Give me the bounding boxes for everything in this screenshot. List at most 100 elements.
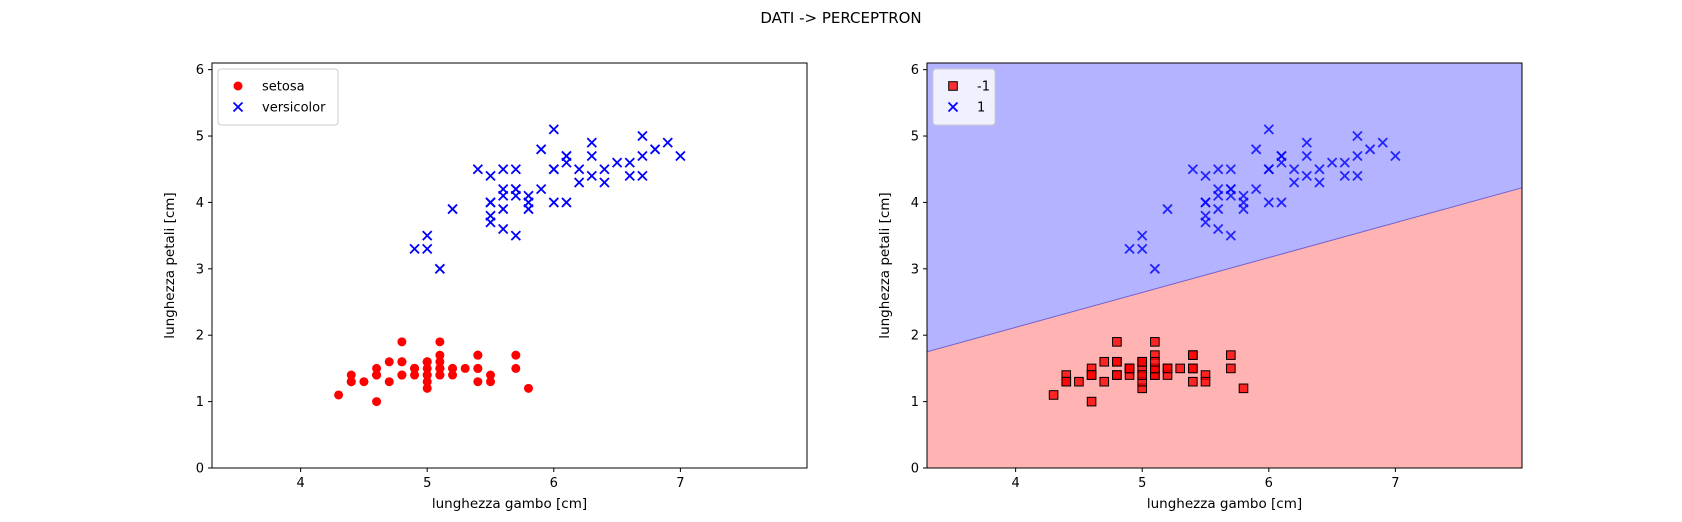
data-point (1226, 350, 1236, 360)
data-point (460, 363, 470, 373)
chart-left-raw-data: 4 5 6 7 0 1 2 3 4 5 6 lunghezza gambo [cm] lunghezza… (162, 62, 808, 512)
data-point (510, 190, 521, 201)
data-point (561, 157, 572, 168)
data-point (1200, 170, 1211, 182)
data-point (573, 164, 585, 175)
data-point (372, 397, 382, 407)
data-point (422, 383, 432, 393)
legend-box (217, 68, 339, 126)
data-point (1326, 157, 1338, 168)
data-point (1200, 217, 1211, 228)
data-point (1352, 130, 1363, 142)
data-point (1263, 197, 1274, 208)
y-tick-label: 5 (911, 130, 919, 145)
data-point (422, 370, 432, 380)
data-point (397, 370, 407, 380)
data-point (1225, 164, 1236, 175)
legend: -11 (932, 68, 996, 126)
decision-region-class-minus-1 (927, 187, 1522, 468)
data-point (1200, 197, 1211, 208)
data-point (1086, 396, 1097, 407)
data-point (485, 217, 496, 228)
data-point (1314, 177, 1325, 188)
data-point (1188, 350, 1198, 360)
data-point (1149, 263, 1161, 274)
y-tick-label: 1 (196, 395, 204, 410)
data-point (1288, 177, 1300, 188)
data-point (1226, 363, 1236, 374)
data-point (1213, 203, 1224, 215)
y-axis-label: lunghezza petali [cm] (162, 192, 178, 338)
data-point (1225, 230, 1236, 241)
figure-title: DATI -> PERCEPTRON (760, 9, 921, 27)
data-point (486, 370, 496, 380)
data-point (472, 164, 483, 175)
x-tick-label: 6 (1265, 476, 1273, 491)
data-point (435, 363, 445, 373)
legend: setosa versicolor (217, 68, 339, 126)
x-tick-label: 7 (676, 476, 684, 491)
legend-marker (947, 101, 959, 113)
data-point (586, 150, 597, 162)
data-point (1124, 243, 1135, 255)
data-point (1377, 137, 1388, 148)
data-point (397, 337, 407, 347)
data-point (675, 150, 686, 162)
data-point (1124, 363, 1135, 374)
data-point (448, 363, 458, 373)
data-point (410, 363, 420, 373)
data-point (599, 164, 610, 175)
y-tick-label: 5 (196, 130, 204, 145)
x-tick-label: 4 (1011, 476, 1019, 491)
data-point (1276, 197, 1287, 208)
data-point (1301, 150, 1312, 162)
series-1 (1124, 124, 1401, 274)
data-point (384, 357, 394, 367)
data-point (1187, 164, 1198, 175)
y-tick-label: 6 (196, 63, 204, 78)
data-point (435, 350, 445, 360)
y-axis-label: lunghezza petali [cm] (877, 192, 893, 338)
data-point (1276, 157, 1287, 168)
series-versicolor (409, 124, 686, 274)
data-point (1263, 164, 1274, 175)
data-point (586, 170, 597, 182)
data-point (1301, 137, 1312, 148)
data-point (473, 350, 483, 360)
x-axis-label: lunghezza gambo [cm] (1147, 496, 1302, 512)
data-point (662, 137, 673, 148)
y-tick-label: 2 (911, 329, 919, 344)
data-point (573, 177, 585, 188)
data-point (448, 370, 458, 380)
data-point (1213, 164, 1224, 175)
data-point (624, 170, 635, 182)
data-point (1150, 356, 1160, 367)
y-tick-label: 4 (196, 196, 204, 211)
data-point (1137, 370, 1148, 380)
x-axis-label: lunghezza gambo [cm] (432, 496, 587, 512)
data-point (1137, 243, 1148, 255)
x-tick-label: 4 (296, 476, 304, 491)
x-tick-label: 5 (423, 476, 431, 491)
y-tick-label: 6 (911, 63, 919, 78)
data-point (649, 144, 661, 155)
legend-label: setosa (262, 80, 305, 95)
series-setosa (334, 337, 533, 407)
data-point (1112, 370, 1122, 380)
y-tick-label: 4 (911, 196, 919, 211)
data-point (548, 164, 559, 175)
data-point (473, 377, 483, 387)
data-point (599, 177, 610, 188)
data-point (637, 130, 648, 142)
x-tick-label: 7 (1391, 476, 1399, 491)
data-point (422, 230, 433, 241)
data-point (1339, 157, 1350, 168)
series--1 (1048, 337, 1249, 407)
data-point (1213, 223, 1224, 235)
data-point (1112, 337, 1122, 347)
decision-boundary-line (926, 187, 1523, 353)
data-point (1339, 170, 1350, 182)
data-point (1263, 124, 1274, 135)
legend-label: versicolor (262, 101, 326, 116)
data-point (485, 197, 496, 208)
